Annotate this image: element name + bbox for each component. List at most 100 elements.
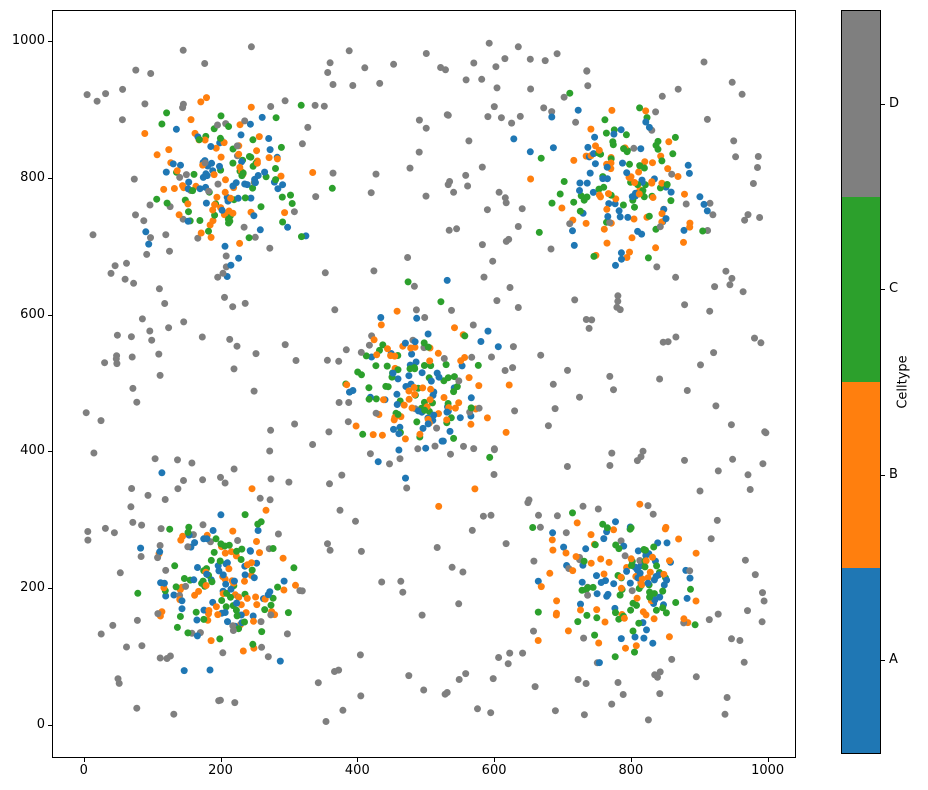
scatter-point <box>391 352 399 360</box>
scatter-point <box>245 153 253 160</box>
scatter-point <box>440 355 448 362</box>
scatter-point <box>610 526 618 534</box>
scatter-point <box>138 521 146 529</box>
scatter-point <box>751 571 759 579</box>
scatter-point <box>253 559 261 567</box>
scatter-point <box>651 596 659 604</box>
scatter-point <box>685 169 693 177</box>
scatter-point <box>365 384 373 392</box>
scatter-point <box>377 321 385 329</box>
scatter-point <box>203 94 210 102</box>
scatter-point <box>587 125 595 133</box>
scatter-point <box>608 700 616 708</box>
y-tick-mark <box>48 41 52 43</box>
scatter-point <box>572 553 580 561</box>
scatter-point <box>424 330 432 338</box>
colorbar-tick-label-C: C <box>889 281 899 297</box>
scatter-point <box>374 458 382 466</box>
scatter-point <box>582 680 590 687</box>
scatter-point <box>477 338 485 345</box>
scatter-point <box>630 144 638 152</box>
scatter-point <box>566 89 574 97</box>
scatter-point <box>194 234 202 242</box>
scatter-point <box>754 164 761 171</box>
scatter-point <box>597 579 605 586</box>
scatter-point <box>638 575 646 583</box>
scatter-point <box>553 597 561 605</box>
scatter-point <box>447 450 454 458</box>
scatter-point <box>266 447 274 455</box>
scatter-point <box>266 496 274 504</box>
scatter-point <box>249 612 257 620</box>
scatter-point <box>142 228 150 236</box>
scatter-point <box>419 384 427 392</box>
scatter-point <box>207 233 215 241</box>
scatter-point <box>166 525 174 533</box>
scatter-point <box>114 675 122 683</box>
scatter-point <box>593 614 601 622</box>
scatter-point <box>530 557 538 565</box>
scatter-point <box>251 179 259 187</box>
scatter-point <box>298 233 305 241</box>
scatter-point <box>700 58 708 66</box>
scatter-point <box>210 548 218 556</box>
scatter-point <box>249 640 257 648</box>
scatter-point <box>224 215 232 223</box>
scatter-point <box>460 442 467 450</box>
y-tick-mark <box>48 177 52 179</box>
scatter-point <box>736 637 744 644</box>
scatter-point <box>237 556 245 563</box>
scatter-point <box>373 351 381 359</box>
scatter-point <box>591 160 599 168</box>
scatter-point <box>234 537 242 544</box>
scatter-point <box>576 179 584 187</box>
scatter-point <box>246 547 254 555</box>
scatter-point <box>526 55 534 63</box>
scatter-point <box>478 163 486 171</box>
scatter-point <box>705 616 713 624</box>
scatter-point <box>233 547 241 555</box>
scatter-point <box>527 85 535 93</box>
scatter-point <box>519 649 527 657</box>
scatter-point <box>225 565 233 573</box>
scatter-point <box>467 394 475 402</box>
scatter-point <box>378 431 386 439</box>
scatter-point <box>518 205 526 213</box>
scatter-point <box>178 597 186 605</box>
scatter-point <box>148 336 156 344</box>
scatter-point <box>243 561 251 569</box>
scatter-point <box>514 223 522 230</box>
scatter-point <box>255 133 263 141</box>
scatter-point <box>188 459 196 467</box>
scatter-point <box>254 527 262 534</box>
scatter-point <box>133 704 141 712</box>
scatter-point <box>443 416 451 424</box>
y-tick-label: 800 <box>20 169 45 185</box>
scatter-point <box>433 544 441 551</box>
scatter-point <box>668 655 676 663</box>
scatter-point <box>273 155 281 163</box>
scatter-point <box>608 106 616 114</box>
scatter-point <box>173 623 181 631</box>
scatter-point <box>217 112 225 120</box>
scatter-point <box>414 407 422 415</box>
scatter-point <box>216 557 224 565</box>
scatter-point <box>356 651 364 659</box>
scatter-point <box>128 353 136 361</box>
scatter-point <box>129 384 137 392</box>
scatter-point <box>741 556 749 564</box>
scatter-point <box>508 119 516 127</box>
scatter-point <box>584 591 592 599</box>
scatter-point <box>642 107 650 115</box>
scatter-point <box>329 169 337 177</box>
scatter-point <box>240 223 248 231</box>
scatter-point <box>367 189 375 197</box>
scatter-point <box>712 402 720 410</box>
scatter-point <box>681 190 688 198</box>
scatter-point <box>218 597 226 604</box>
scatter-point <box>365 395 373 403</box>
scatter-point <box>453 383 461 391</box>
scatter-point <box>412 358 420 366</box>
scatter-point <box>475 404 483 412</box>
scatter-point <box>208 578 216 586</box>
